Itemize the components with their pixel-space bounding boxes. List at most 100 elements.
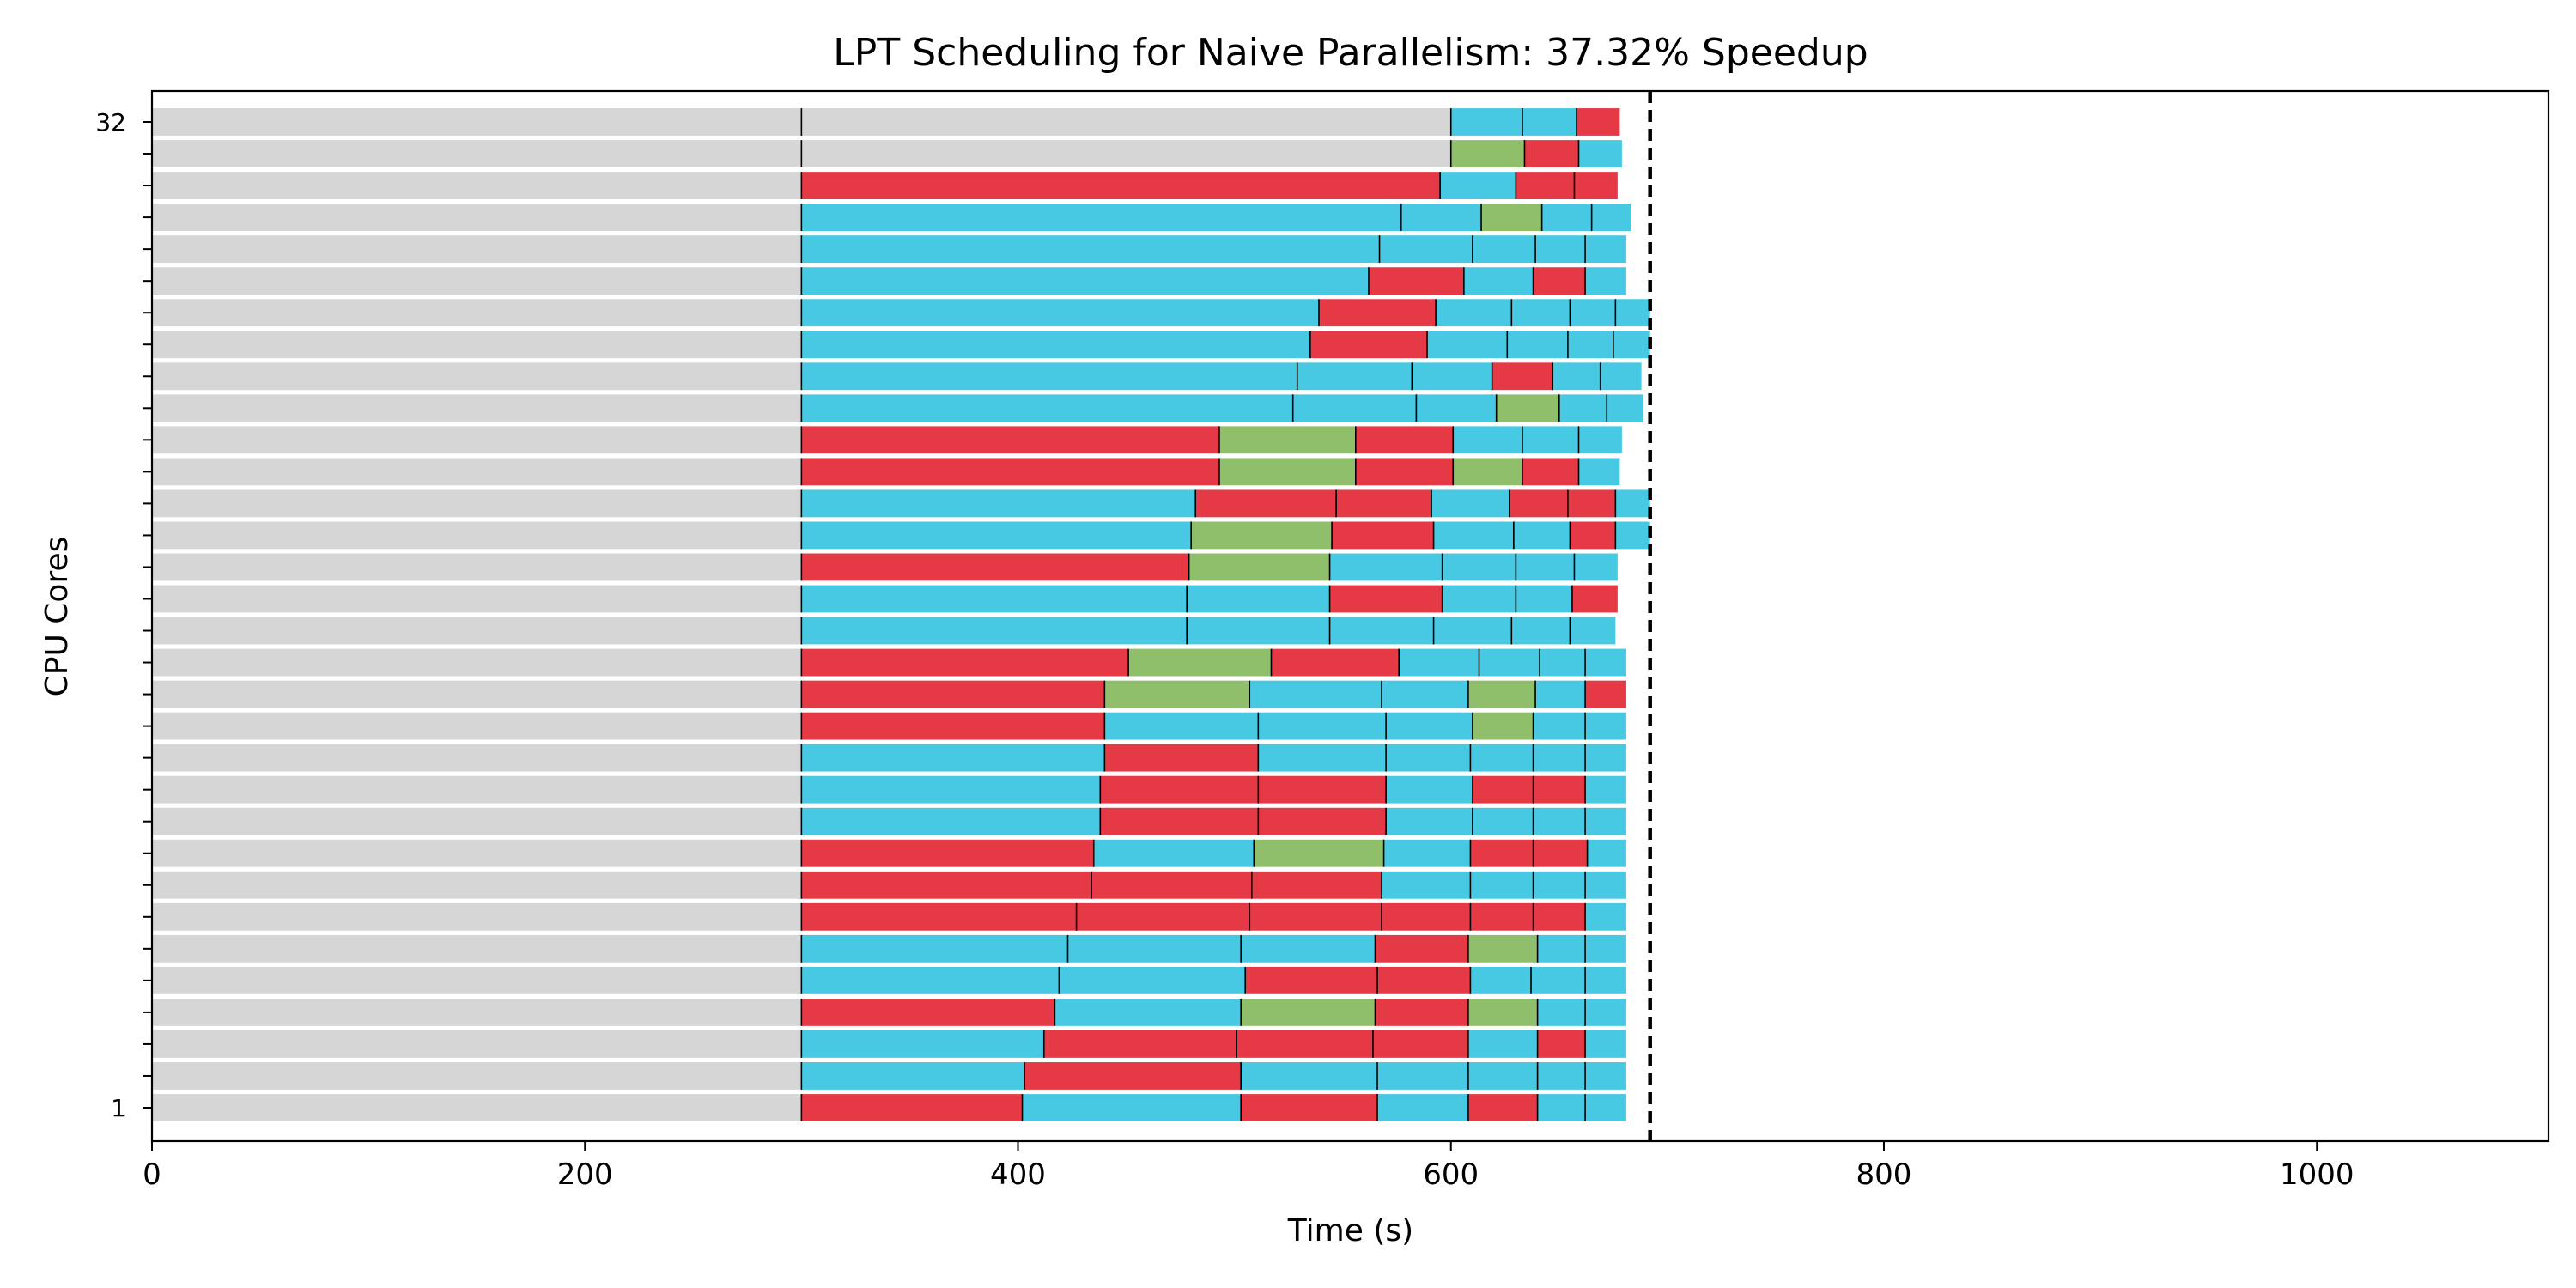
bar-segment bbox=[152, 966, 802, 994]
bar-segment bbox=[152, 871, 802, 899]
bar-segment bbox=[1567, 331, 1613, 359]
bar-segment bbox=[1355, 426, 1454, 454]
bar-segment bbox=[152, 235, 802, 264]
bar-segment bbox=[1379, 235, 1473, 264]
bar-segment bbox=[1076, 902, 1250, 931]
bar-segment bbox=[1467, 1062, 1538, 1090]
bar-segment bbox=[1067, 934, 1242, 963]
bar-segment bbox=[1535, 680, 1586, 708]
bar-segment bbox=[152, 204, 802, 232]
bar-segment bbox=[801, 1030, 1044, 1058]
bar-segment bbox=[801, 775, 1101, 804]
bar-segment bbox=[1585, 902, 1626, 931]
y-tick-label: 32 bbox=[95, 108, 126, 137]
bar-segment bbox=[1533, 712, 1586, 740]
y-tick-label: 1 bbox=[111, 1094, 126, 1122]
bar-segment bbox=[1191, 521, 1333, 550]
bar-segment bbox=[1585, 966, 1626, 994]
bar-segment bbox=[801, 299, 1319, 327]
bar-segment bbox=[1467, 934, 1538, 963]
bar-segment bbox=[152, 934, 802, 963]
bar-segment bbox=[1453, 426, 1522, 454]
bar-segment bbox=[152, 775, 802, 804]
bar-segment bbox=[1467, 680, 1536, 708]
bar-segment bbox=[1585, 235, 1626, 264]
bar-segment bbox=[1271, 648, 1400, 677]
bar-segment bbox=[1383, 839, 1471, 867]
bar-segment bbox=[1533, 871, 1586, 899]
bar-segment bbox=[152, 172, 802, 199]
bar-segment bbox=[801, 966, 1060, 994]
bar-segment bbox=[152, 1094, 802, 1121]
bar-segment bbox=[1195, 489, 1337, 518]
bar-segment bbox=[801, 394, 1293, 422]
bar-segment bbox=[1585, 744, 1626, 772]
bar-segment bbox=[1218, 458, 1356, 486]
bar-segment bbox=[152, 998, 802, 1026]
bar-segment bbox=[1372, 1030, 1468, 1058]
bar-segment bbox=[1615, 521, 1650, 550]
bar-segment bbox=[1249, 680, 1382, 708]
bar-segment bbox=[152, 553, 802, 581]
bar-segment bbox=[1318, 299, 1437, 327]
bar-segment bbox=[1440, 172, 1516, 199]
bar-segment bbox=[1470, 839, 1534, 867]
bar-segment bbox=[801, 1094, 1023, 1121]
bar-segment bbox=[1254, 839, 1384, 867]
bar-segment bbox=[801, 1062, 1025, 1090]
bar-segment bbox=[152, 1062, 802, 1090]
bar-segment bbox=[1382, 871, 1471, 899]
bar-segment bbox=[1533, 902, 1586, 931]
bar-segment bbox=[1059, 966, 1246, 994]
bar-segment bbox=[1533, 744, 1586, 772]
bar-segment bbox=[1600, 362, 1642, 391]
bar-segment bbox=[801, 458, 1219, 486]
bar-segment bbox=[1467, 1094, 1538, 1121]
bar-segment bbox=[1496, 394, 1559, 422]
bar-segment bbox=[1533, 807, 1586, 835]
bar-segment bbox=[1329, 617, 1434, 645]
bar-segment bbox=[1516, 585, 1572, 613]
bar-segment bbox=[1377, 966, 1471, 994]
bar-segment bbox=[1332, 521, 1434, 550]
bar-segment bbox=[1054, 998, 1242, 1026]
bar-segment bbox=[1607, 394, 1644, 422]
bar-segment bbox=[801, 680, 1105, 708]
bar-segment bbox=[801, 362, 1297, 391]
bar-segment bbox=[1585, 648, 1626, 677]
bar-segment bbox=[1382, 680, 1468, 708]
bar-segment bbox=[1522, 108, 1577, 136]
bar-segment bbox=[1533, 267, 1586, 295]
bar-segment bbox=[801, 712, 1105, 740]
bar-segment bbox=[1433, 617, 1512, 645]
bar-segment bbox=[152, 426, 802, 454]
bar-segment bbox=[801, 331, 1310, 359]
y-axis: 1 32 bbox=[95, 108, 152, 1122]
bar-segment bbox=[801, 648, 1129, 677]
bar-segment bbox=[1329, 585, 1443, 613]
bar-segment bbox=[1100, 807, 1259, 835]
bar-segment bbox=[152, 648, 802, 677]
bar-segment bbox=[1258, 807, 1387, 835]
bar-segment bbox=[1537, 1062, 1586, 1090]
bar-segment bbox=[1591, 204, 1631, 232]
bar-segment bbox=[1576, 108, 1620, 136]
bar-segment bbox=[1463, 267, 1534, 295]
x-tick-label: 200 bbox=[557, 1157, 613, 1192]
bar-segment bbox=[152, 458, 802, 486]
bar-segment bbox=[1585, 871, 1626, 899]
bar-segment bbox=[1615, 489, 1650, 518]
bar-segment bbox=[152, 839, 802, 867]
bar-segment bbox=[1187, 585, 1330, 613]
bar-segment bbox=[801, 426, 1219, 454]
bar-segment bbox=[152, 394, 802, 422]
bar-segment bbox=[152, 744, 802, 772]
bar-segment bbox=[1531, 966, 1586, 994]
bar-segment bbox=[1104, 680, 1250, 708]
bar-segment bbox=[801, 140, 1451, 167]
bar-segment bbox=[1431, 489, 1510, 518]
bar-segment bbox=[152, 362, 802, 391]
bar-segment bbox=[1524, 140, 1579, 167]
bar-segment bbox=[1022, 1094, 1242, 1121]
